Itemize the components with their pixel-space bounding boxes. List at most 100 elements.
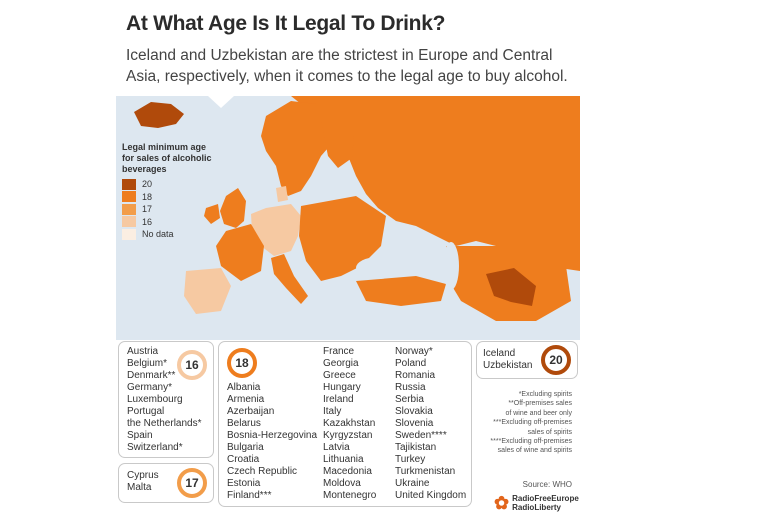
legend-label: 20 [142,179,153,190]
country-name: Luxembourg [127,394,183,405]
region-turkey [356,276,446,306]
region-uk [220,188,246,228]
age-18-column-1: Albania Armenia Azerbaijan Belarus Bosni… [227,382,317,502]
logo-line-1: RadioFreeEurope [512,494,579,503]
country-name: Portugal [127,406,165,417]
country-name: Malta [127,482,152,493]
black-sea [356,257,400,279]
country-name: Romania [395,370,436,381]
footnote: ***Excluding off-premises [493,419,572,427]
legend-label: 18 [142,191,153,202]
country-name: United Kingdom [395,490,467,501]
legend-label: 16 [142,216,153,227]
region-central-europe [251,204,301,256]
country-name: Poland [395,358,427,369]
legend-label: 17 [142,204,153,215]
country-name: Denmark** [127,370,176,381]
infographic-card: At What Age Is It Legal To Drink? Icelan… [116,0,580,523]
logo-mark-icon: ✿ [494,492,510,513]
country-name: Ukraine [395,478,430,489]
logo-line-2: RadioLiberty [512,503,561,512]
legend-swatch [122,216,136,228]
country-name: Belarus [227,418,261,429]
source-label: Source: WHO [522,480,572,489]
age-20-box: Iceland Uzbekistan 20 [476,341,578,379]
country-name: France [323,346,355,357]
legend-swatch [122,178,136,190]
footnote: sales of spirits [527,428,572,436]
region-italy [271,254,308,304]
legend-label: No data [142,229,174,240]
age-16-badge: 16 [177,350,207,380]
country-name: Belgium* [127,358,168,369]
country-name: Norway* [395,346,433,357]
age-20-badge: 20 [541,345,571,375]
country-name: Uzbekistan [483,360,533,371]
region-uzbekistan [486,268,536,306]
legend-swatch [122,191,136,203]
country-name: Latvia [323,442,350,453]
country-name: Kazakhstan [323,418,376,429]
country-name: Tajikistan [395,442,437,453]
legend-item-18: 18 [122,191,212,204]
europe-map [116,96,580,340]
legend-title: Legal minimum age for sales of alcoholic… [122,142,212,174]
age-20-country-list: Iceland Uzbekistan [483,348,532,372]
footnote: **Off-premises sales [508,400,572,408]
country-name: Italy [323,406,342,417]
country-name: Ireland [323,394,354,405]
country-name: Finland*** [227,490,272,501]
legend-item-20: 20 [122,178,212,191]
age-16-country-list: Austria Belgium* Denmark** Germany* Luxe… [127,346,202,454]
region-scandinavia [261,101,334,196]
page-subtitle: Iceland and Uzbekistan are the strictest… [126,47,568,85]
caspian-sea [443,242,459,290]
footnote: ****Excluding off-premises [490,438,572,446]
country-name: Greece [323,370,356,381]
age-17-badge: 17 [177,468,207,498]
page-title: At What Age Is It Legal To Drink? [126,12,446,35]
country-name: Russia [395,382,426,393]
country-name: Slovakia [395,406,433,417]
callout-notch [208,96,234,108]
legend-item-17: 17 [122,203,212,216]
country-name: Albania [227,382,261,393]
region-russia [291,96,580,271]
region-iberia [184,268,231,314]
legend-item-16: 16 [122,216,212,229]
country-name: Cyprus [127,470,159,481]
map-legend: Legal minimum age for sales of alcoholic… [122,142,212,241]
region-france [216,224,264,281]
age-18-box: 18 Albania Armenia Azerbaijan Belarus Bo… [218,341,472,507]
country-name: Estonia [227,478,261,489]
country-name: Macedonia [323,466,372,477]
country-name: Turkmenistan [395,466,456,477]
age-18-column-3: Norway* Poland Romania Russia Serbia Slo… [395,346,466,502]
country-name: Czech Republic [227,466,298,477]
country-name: Slovenia [395,418,434,429]
legend-item-nodata: No data [122,228,212,241]
country-name: Serbia [395,394,424,405]
region-finland [321,116,354,168]
rferl-logo: ✿ RadioFreeEurope RadioLiberty [494,492,579,513]
country-name: Georgia [323,358,359,369]
logo-text: RadioFreeEurope RadioLiberty [512,494,579,512]
country-name: the Netherlands* [127,418,202,429]
country-name: Moldova [323,478,361,489]
country-name: Austria [127,346,159,357]
country-name: Iceland [483,348,516,359]
age-16-box: Austria Belgium* Denmark** Germany* Luxe… [118,341,214,458]
country-name: Spain [127,430,153,441]
legend-swatch [122,203,136,215]
footnote: *Excluding spirits [518,391,572,398]
country-name: Armenia [227,394,265,405]
country-name: Sweden**** [395,430,447,441]
country-name: Turkey [395,454,426,465]
legend-swatch [122,228,136,240]
country-name: Germany* [127,382,173,393]
country-name: Hungary [323,382,361,393]
age-17-country-list: Cyprus Malta [127,470,159,494]
region-iceland [134,102,184,128]
country-name: Azerbaijan [227,406,275,417]
country-name: Croatia [227,454,260,465]
